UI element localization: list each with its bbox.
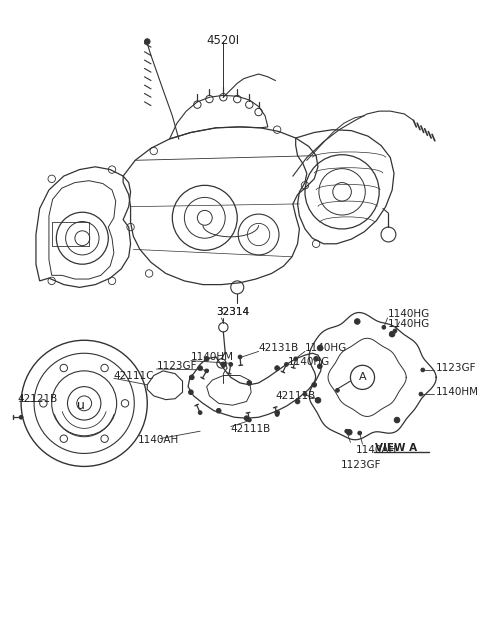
Circle shape	[382, 326, 385, 329]
Circle shape	[204, 357, 209, 361]
Circle shape	[205, 369, 208, 373]
Circle shape	[317, 364, 322, 368]
Text: 32314: 32314	[216, 307, 249, 317]
Text: 42111C: 42111C	[114, 371, 155, 380]
Text: 42111B: 42111B	[276, 391, 316, 401]
Circle shape	[347, 429, 352, 435]
Circle shape	[315, 398, 321, 403]
Circle shape	[190, 375, 194, 380]
Circle shape	[275, 410, 279, 415]
Circle shape	[389, 331, 395, 337]
Circle shape	[303, 392, 307, 396]
Circle shape	[294, 357, 298, 361]
Text: 1123GF: 1123GF	[436, 363, 476, 373]
Circle shape	[198, 366, 203, 370]
Text: 42131B: 42131B	[259, 343, 299, 353]
Circle shape	[393, 329, 397, 333]
Circle shape	[345, 429, 348, 433]
Text: 1140HG: 1140HG	[387, 319, 430, 329]
Circle shape	[314, 357, 318, 361]
Circle shape	[244, 416, 249, 420]
Text: 1140HG: 1140HG	[288, 357, 331, 366]
Text: u: u	[77, 399, 85, 411]
Text: 1140AH: 1140AH	[356, 445, 397, 455]
Circle shape	[421, 368, 425, 372]
Text: 42121B: 42121B	[17, 394, 58, 404]
Circle shape	[419, 392, 423, 396]
Circle shape	[198, 411, 202, 415]
Text: 1140HG: 1140HG	[305, 343, 347, 353]
Circle shape	[355, 319, 360, 324]
Circle shape	[144, 39, 150, 45]
Circle shape	[285, 363, 288, 366]
Circle shape	[229, 363, 233, 366]
Circle shape	[317, 345, 323, 351]
Circle shape	[275, 366, 279, 370]
Text: 1140AH: 1140AH	[138, 436, 179, 445]
Circle shape	[216, 408, 221, 413]
Text: VIEW A: VIEW A	[375, 443, 418, 453]
Circle shape	[19, 415, 23, 419]
Text: 1123GF: 1123GF	[156, 361, 197, 371]
Circle shape	[276, 413, 279, 417]
Circle shape	[248, 418, 251, 422]
Circle shape	[238, 355, 242, 359]
Circle shape	[358, 431, 361, 435]
Circle shape	[312, 382, 317, 387]
Text: 1140HM: 1140HM	[191, 352, 234, 362]
Text: 1140HM: 1140HM	[436, 387, 479, 398]
Circle shape	[189, 390, 193, 394]
Circle shape	[336, 389, 339, 392]
Circle shape	[221, 362, 226, 367]
Circle shape	[247, 380, 252, 385]
Text: 32314: 32314	[216, 307, 249, 317]
Circle shape	[295, 399, 300, 404]
Text: 4520I: 4520I	[207, 34, 240, 47]
Text: 1140HG: 1140HG	[387, 309, 430, 319]
Text: A: A	[359, 372, 366, 382]
Text: 42111B: 42111B	[231, 424, 271, 434]
Circle shape	[394, 417, 400, 423]
Text: 1123GF: 1123GF	[341, 460, 382, 471]
